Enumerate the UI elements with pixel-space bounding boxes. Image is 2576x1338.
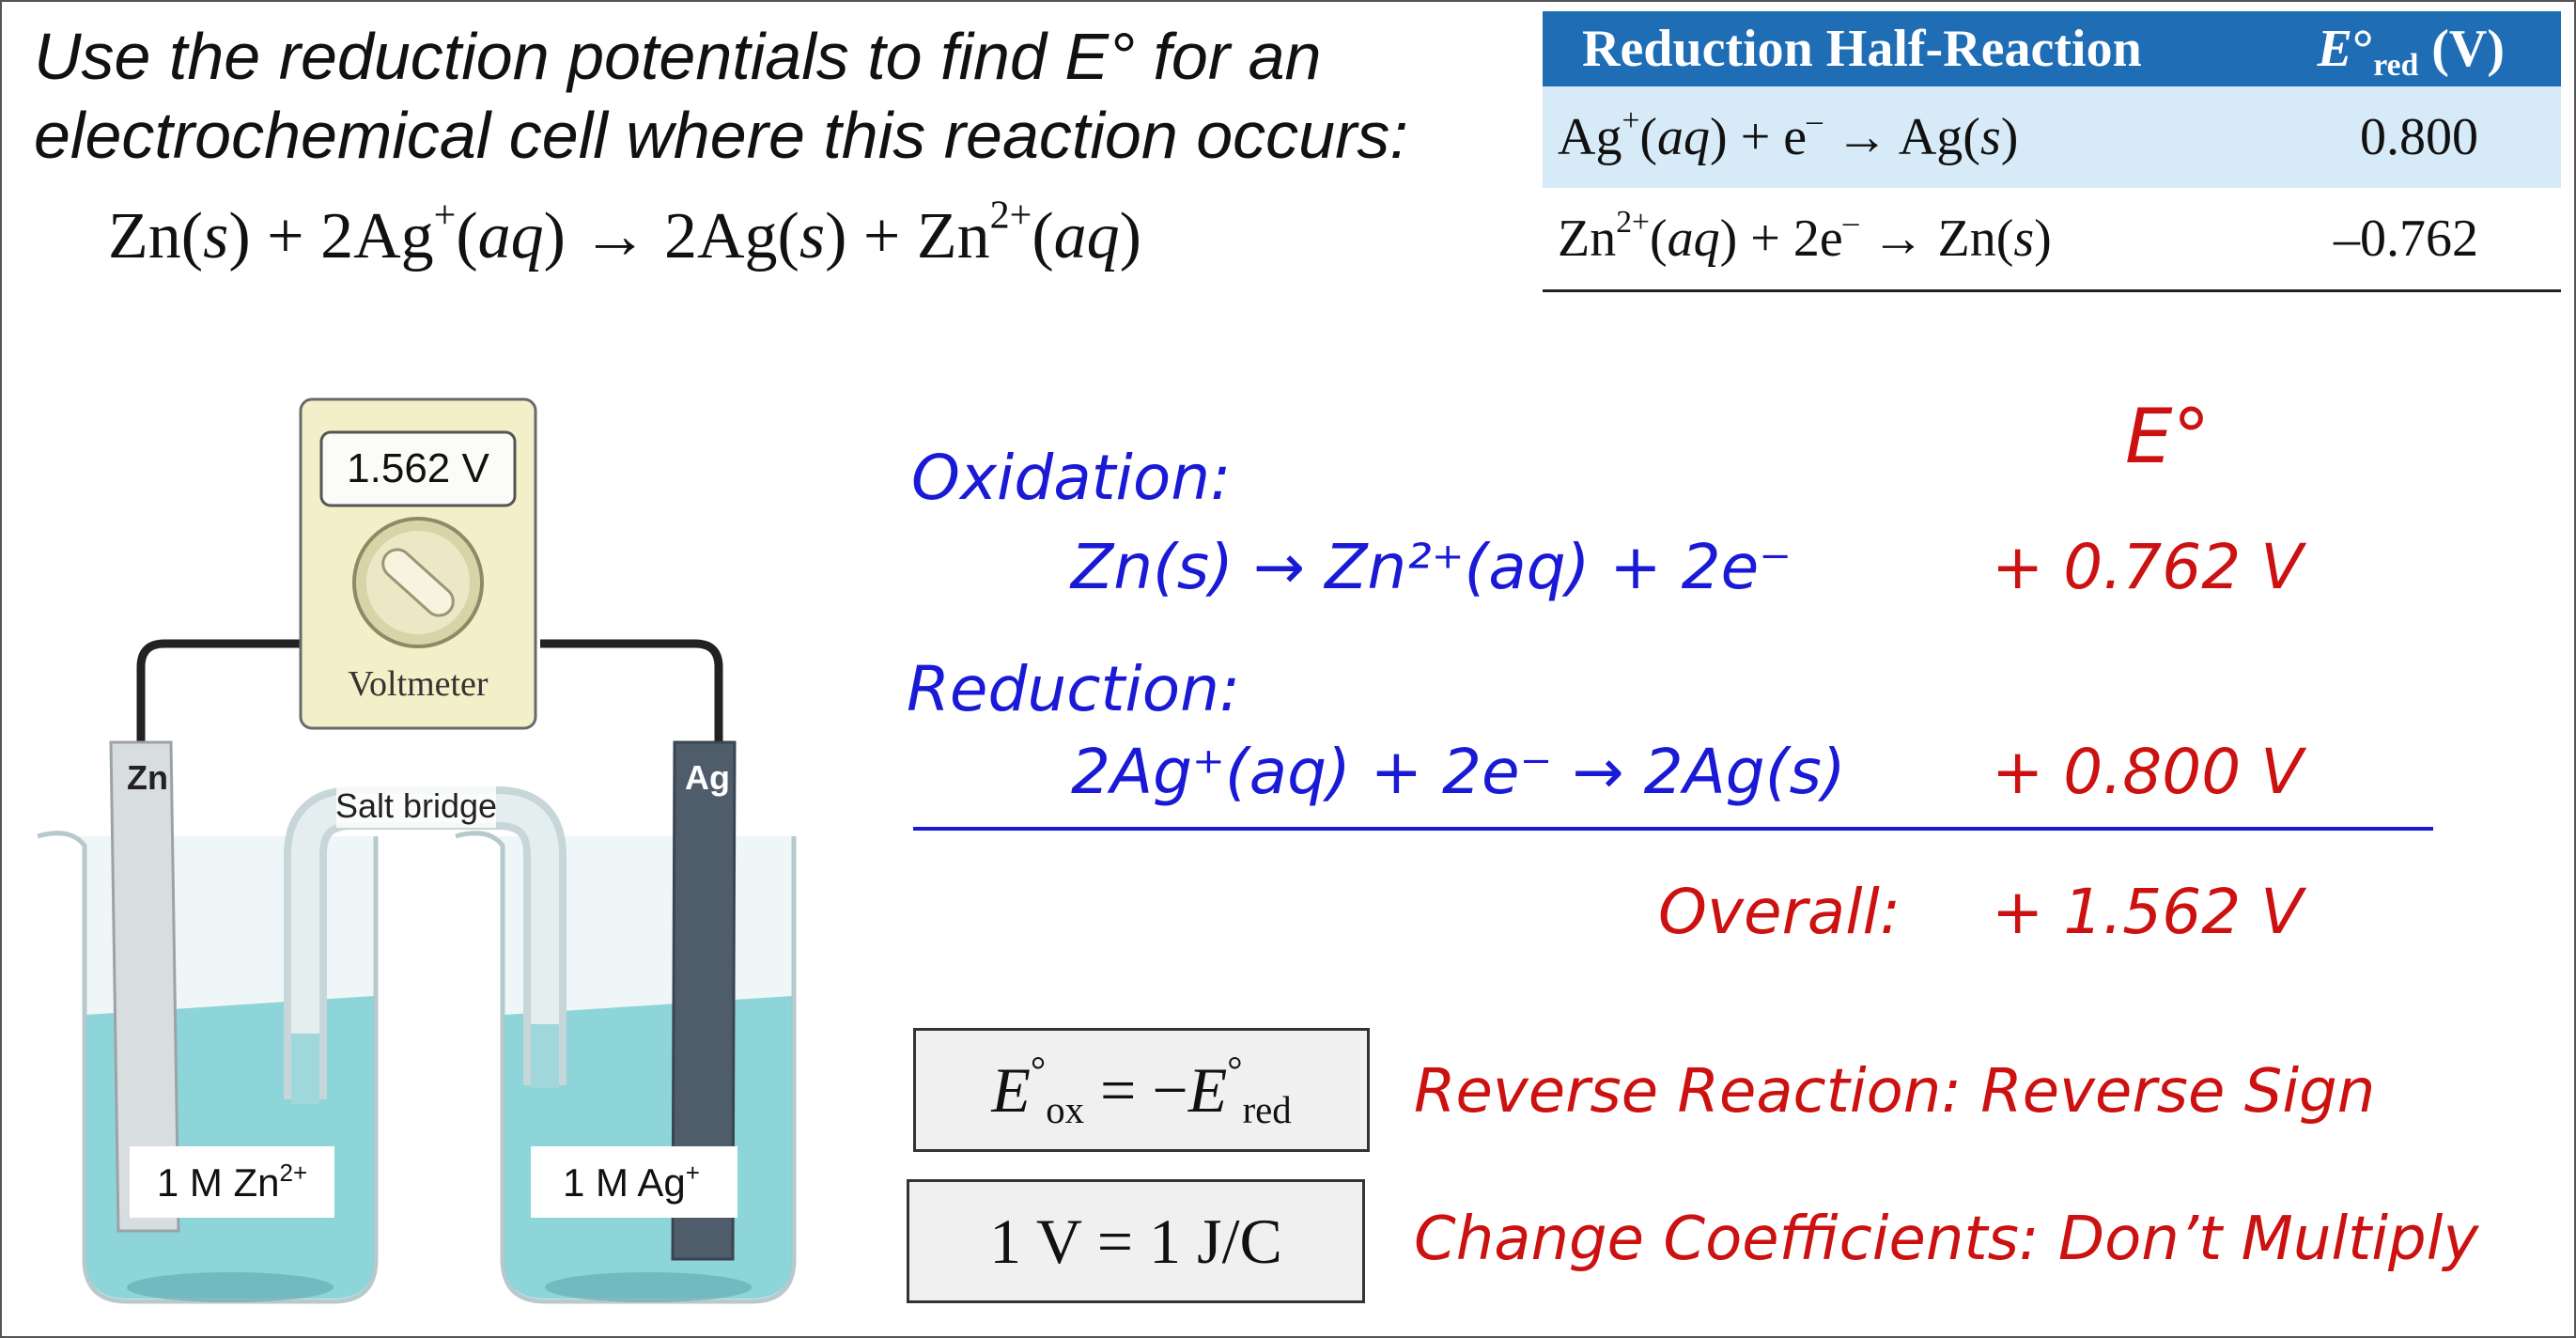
salt-bridge-left-plug xyxy=(291,1034,319,1104)
reduction-equation: 2Ag⁺(aq) + 2e⁻ → 2Ag(s) xyxy=(1071,736,1846,808)
right-wire xyxy=(540,639,723,742)
header-unit: (V) xyxy=(2418,20,2505,78)
salt-bridge-label-bg xyxy=(336,785,496,828)
f-e1: E xyxy=(991,1053,1031,1126)
txt: aq xyxy=(1657,108,1711,166)
row-reaction: Ag+(aq) + e– → Ag(s) xyxy=(1558,105,2019,167)
rxn-charge: + xyxy=(433,194,457,238)
left-wire xyxy=(136,639,301,742)
volt-definition: 1 V = 1 J/C xyxy=(989,1205,1282,1277)
silver-electrode xyxy=(671,740,737,1261)
reduction-label: Reduction: xyxy=(907,653,1241,725)
txt: ) + 2e xyxy=(1719,210,1843,268)
right-solution-label-bg xyxy=(531,1146,737,1218)
formula: E°ox = −E°red xyxy=(991,1050,1292,1131)
txt: – xyxy=(1842,204,1859,240)
header-deg: ° xyxy=(2351,20,2374,78)
txt: – xyxy=(1807,102,1823,138)
txt: ( xyxy=(1649,210,1668,268)
rxn-part: Zn( xyxy=(108,200,204,272)
rxn-state: s xyxy=(799,200,826,272)
rxn-part: ) + 2Ag xyxy=(228,200,434,272)
salt-bridge-right-plug xyxy=(531,1024,559,1088)
rxn-state: s xyxy=(203,200,229,272)
reduction-potential: + 0.800 V xyxy=(1992,736,2304,808)
header-reaction: Reduction Half-Reaction xyxy=(1582,20,2142,78)
txt: 2+ xyxy=(1616,204,1650,240)
voltmeter-label: Voltmeter xyxy=(348,664,489,704)
sum-line xyxy=(913,827,2433,831)
salt-bridge-label: Salt bridge xyxy=(335,786,497,825)
overall-label: Overall: xyxy=(1658,876,1901,948)
right-sediment xyxy=(545,1272,752,1302)
txt: ( xyxy=(1639,108,1658,166)
rxn-state: aq xyxy=(477,200,544,272)
f-sub1: ox xyxy=(1046,1088,1084,1131)
row-value: –0.762 xyxy=(2334,210,2478,268)
txt: ) xyxy=(2000,108,2019,166)
question-prompt: Use the reduction potentials to find E° … xyxy=(34,17,1408,175)
galvanic-cell-diagram: 1.562 V Voltmeter Salt bridge Zn Ag 1 M … xyxy=(37,397,797,1304)
reverse-sign-note: Reverse Reaction: Reverse Sign xyxy=(1414,1057,2376,1127)
table-header: Reduction Half-Reaction E°red (V) xyxy=(1543,11,2561,86)
txt: Zn xyxy=(1558,210,1617,268)
txt: → Ag( xyxy=(1822,108,1980,166)
voltmeter-reading: 1.562 V xyxy=(347,445,489,491)
reduction-potential-table: Reduction Half-Reaction E°red (V) Ag+(aq… xyxy=(1543,11,2561,292)
f-sub2: red xyxy=(1242,1088,1292,1131)
left-sediment xyxy=(127,1272,334,1302)
txt: s xyxy=(2013,210,2035,268)
f-deg2: ° xyxy=(1227,1048,1243,1091)
zinc-electrode xyxy=(109,740,180,1233)
right-solution-label: 1 M Ag+ xyxy=(563,1159,700,1205)
right-solution-text: 1 M Ag xyxy=(563,1160,686,1205)
oxidation-equation: Zn(s) → Zn²⁺(aq) + 2e⁻ xyxy=(1071,531,1792,603)
header-potential: E°red (V) xyxy=(2317,19,2505,81)
row-value: 0.800 xyxy=(2360,108,2478,166)
f-mid: = − xyxy=(1084,1053,1188,1126)
rxn-part: ) xyxy=(1119,200,1141,272)
dial-knob xyxy=(381,548,455,617)
rxn-part: ) + Zn xyxy=(825,200,990,272)
rxn-part: ) → 2Ag( xyxy=(543,200,799,272)
txt: + xyxy=(1622,102,1640,138)
rxn-charge: 2+ xyxy=(989,194,1032,238)
coefficients-note: Change Coefficients: Don’t Multiply xyxy=(1414,1205,2479,1274)
txt: aq xyxy=(1667,210,1720,268)
txt: ) xyxy=(2034,210,2052,268)
f-deg1: ° xyxy=(1030,1048,1047,1091)
header-sub: red xyxy=(2373,48,2419,84)
txt: Ag xyxy=(1558,108,1622,166)
left-solution-charge: 2+ xyxy=(280,1159,308,1187)
prompt-line-1: Use the reduction potentials to find E° … xyxy=(34,20,1322,93)
table-row: Zn2+(aq) + 2e– → Zn(s) –0.762 xyxy=(1543,188,2561,292)
prompt-line-2: electrochemical cell where this reaction… xyxy=(34,99,1408,172)
volt-definition-box: 1 V = 1 J/C xyxy=(907,1179,1365,1303)
txt: s xyxy=(1979,108,2001,166)
overall-reaction: Zn(s) + 2Ag+(aq) → 2Ag(s) + Zn2+(aq) xyxy=(108,196,1141,274)
oxidation-potential: + 0.762 V xyxy=(1992,531,2304,603)
left-solution-label-bg xyxy=(130,1146,334,1218)
oxidation-potential-formula-box: E°ox = −E°red xyxy=(913,1028,1370,1152)
header-e: E xyxy=(2317,20,2352,78)
rxn-part: ( xyxy=(456,200,478,272)
right-solution-charge: + xyxy=(686,1159,700,1187)
left-solution-label: 1 M Zn2+ xyxy=(157,1159,307,1205)
txt: → Zn( xyxy=(1858,210,2014,268)
f-e2: E xyxy=(1187,1053,1228,1126)
table-row: Ag+(aq) + e– → Ag(s) 0.800 xyxy=(1543,86,2561,188)
oxidation-label: Oxidation: xyxy=(911,442,1232,514)
txt: ) + e xyxy=(1710,108,1808,166)
left-solution-text: 1 M Zn xyxy=(157,1160,280,1205)
rxn-part: ( xyxy=(1032,200,1054,272)
zinc-label: Zn xyxy=(127,758,168,797)
rxn-state: aq xyxy=(1053,200,1120,272)
voltmeter-display xyxy=(319,430,517,507)
row-reaction: Zn2+(aq) + 2e– → Zn(s) xyxy=(1558,207,2052,269)
e-standard-header: E° xyxy=(2125,393,2211,480)
silver-label: Ag xyxy=(685,758,730,797)
overall-potential: + 1.562 V xyxy=(1992,876,2304,948)
